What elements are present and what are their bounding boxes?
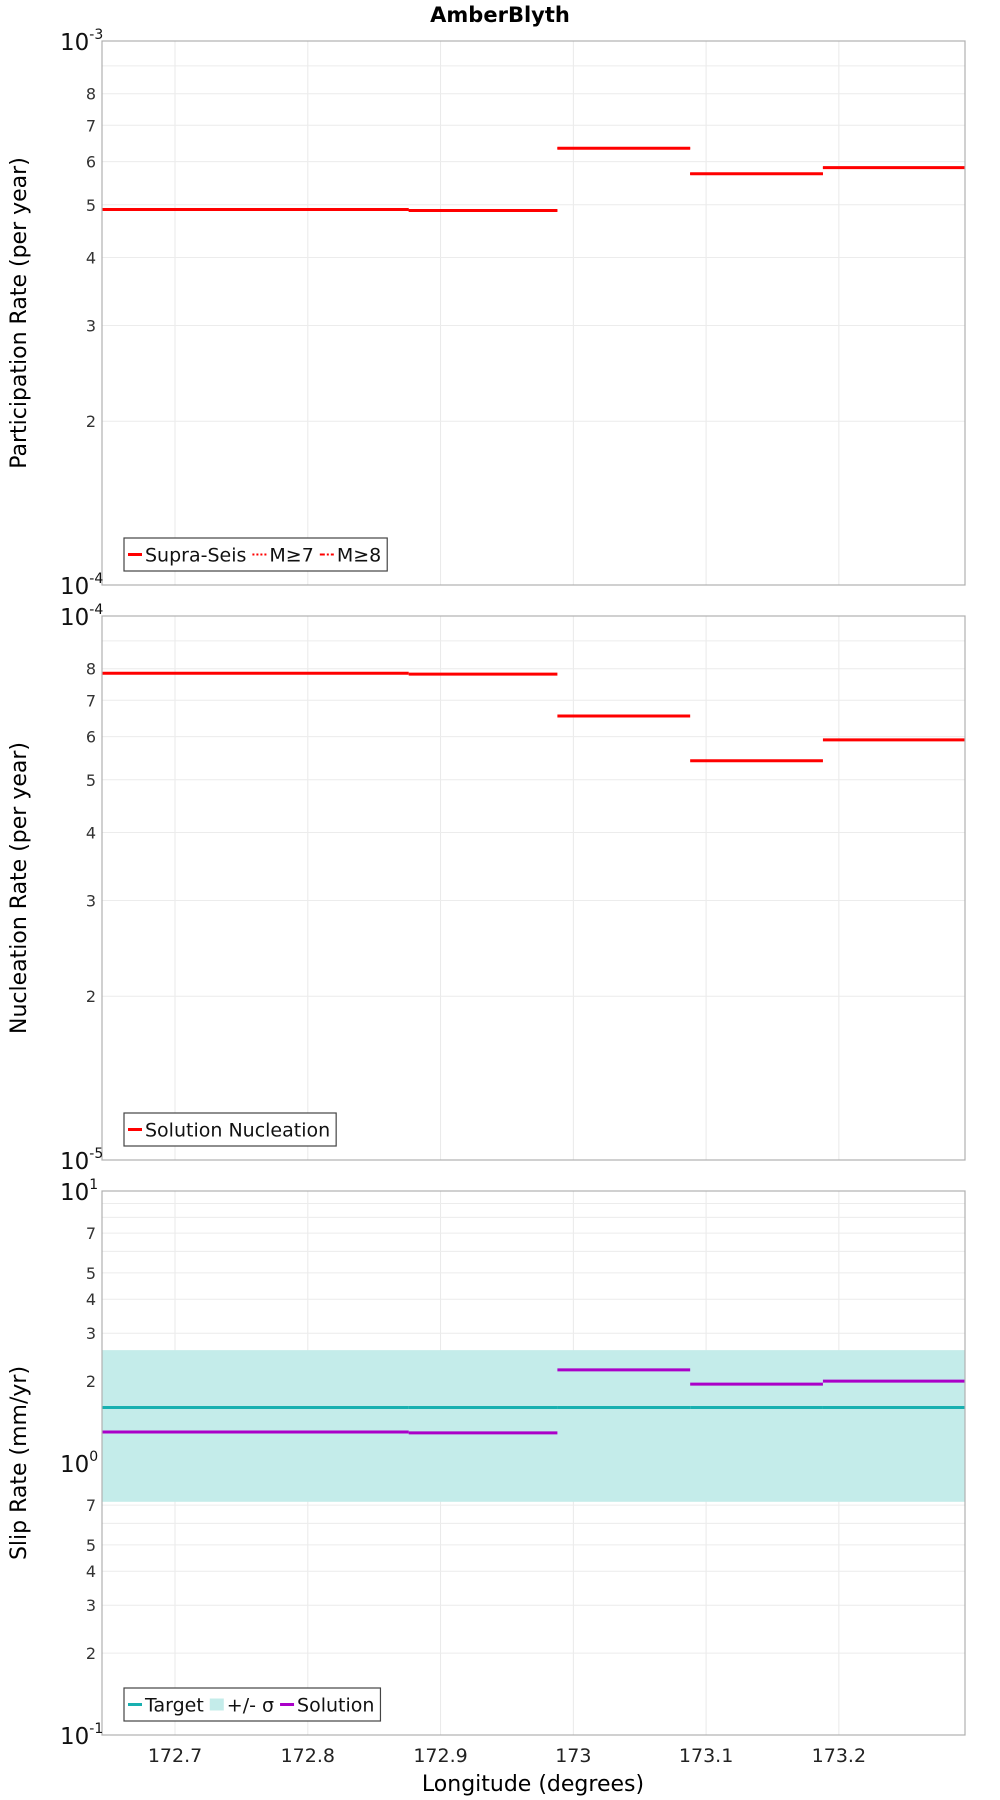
y-tick-label: 2 <box>86 987 96 1006</box>
panel-2: 8 7 6 5 4 3 2 10-4 10-5 Nucleation Rate (per year… <box>7 602 966 1175</box>
y-tick-label: 3 <box>86 1596 96 1615</box>
y-tick-label: 4 <box>86 1562 96 1581</box>
y-tick-label: 5 <box>86 1264 96 1283</box>
legend-label: Solution <box>297 1695 374 1717</box>
y-axis-label: Participation Rate (per year) <box>7 157 32 469</box>
y-decade-label: 10-1 <box>60 1721 103 1750</box>
panel-3: 7 5 4 3 2 7 5 4 3 2 101 100 10-1 Slip Rate (mm/yr) Tar… <box>7 1177 966 1767</box>
y-tick-label: 3 <box>86 1324 96 1343</box>
series-1 <box>102 671 965 763</box>
y-tick-label: 7 <box>86 1496 96 1515</box>
plot-frame <box>101 615 966 1161</box>
series-2 <box>102 1368 965 1435</box>
legend: Solution Nucleation <box>123 1112 337 1147</box>
y-tick-label: 4 <box>86 823 96 842</box>
chart-panels: 8 7 6 5 4 3 2 10-3 10-4 Participation Rate (per y… <box>7 27 966 1767</box>
y-tick-label: 2 <box>86 1644 96 1663</box>
chart-title: AmberBlyth <box>430 3 570 27</box>
y-tick-label: 4 <box>86 248 96 267</box>
series-2 <box>102 147 965 212</box>
series-3 <box>102 147 965 212</box>
legend-frame <box>123 1112 337 1147</box>
y-tick-label: 7 <box>86 691 96 710</box>
legend-label: Supra-Seis <box>145 545 246 567</box>
y-tick-label: 7 <box>86 1224 96 1243</box>
y-decade-label: 101 <box>60 1177 98 1206</box>
plot-frame <box>101 40 966 586</box>
plot-frame <box>101 1190 966 1736</box>
y-tick-label: 5 <box>86 1536 96 1555</box>
legend-swatch <box>209 1698 224 1711</box>
series-1 <box>102 146 965 212</box>
y-tick-label: 6 <box>86 153 96 172</box>
legend-label: Solution Nucleation <box>145 1120 330 1142</box>
legend-label: +/- σ <box>227 1695 274 1717</box>
y-decade-label: 10-3 <box>60 27 103 56</box>
y-tick-label: 2 <box>86 412 96 431</box>
y-tick-label: 5 <box>86 196 96 215</box>
y-decade-label: 10-5 <box>60 1146 103 1175</box>
y-tick-label: 3 <box>86 891 96 910</box>
y-tick-label: 3 <box>86 316 96 335</box>
x-axis-label: Longitude (degrees) <box>422 1772 644 1797</box>
y-decade-label: 10-4 <box>60 571 103 600</box>
legend-label: M≥8 <box>337 545 381 567</box>
y-tick-label: 4 <box>86 1290 96 1309</box>
y-tick-label: 6 <box>86 728 96 747</box>
x-tick-label: 172.7 <box>148 1745 202 1767</box>
legend: Supra-Seis M≥7 M≥8 <box>123 537 388 572</box>
y-decade-label: 100 <box>60 1449 98 1478</box>
x-tick-label: 173.2 <box>812 1745 866 1767</box>
legend-label: Target <box>144 1695 204 1717</box>
legend-frame <box>123 537 388 572</box>
y-axis-label: Nucleation Rate (per year) <box>7 742 32 1034</box>
legend-label: M≥7 <box>269 545 313 567</box>
legend-frame <box>123 1687 382 1722</box>
y-tick-label: 8 <box>86 660 96 679</box>
y-tick-label: 2 <box>86 1372 96 1391</box>
x-tick-label: 173 <box>555 1745 591 1767</box>
panel-1: 8 7 6 5 4 3 2 10-3 10-4 Participation Rate (per y… <box>7 27 966 600</box>
y-tick-label: 5 <box>86 771 96 790</box>
y-decade-label: 10-4 <box>60 602 103 631</box>
sigma-band <box>102 1350 965 1502</box>
y-axis-label: Slip Rate (mm/yr) <box>7 1366 32 1560</box>
y-tick-label: 7 <box>86 116 96 135</box>
legend: Target +/- σ Solution <box>123 1687 382 1722</box>
y-tick-label: 8 <box>86 85 96 104</box>
x-tick-label: 172.9 <box>413 1745 467 1767</box>
x-tick-label: 172.8 <box>281 1745 335 1767</box>
x-tick-label: 173.1 <box>679 1745 733 1767</box>
